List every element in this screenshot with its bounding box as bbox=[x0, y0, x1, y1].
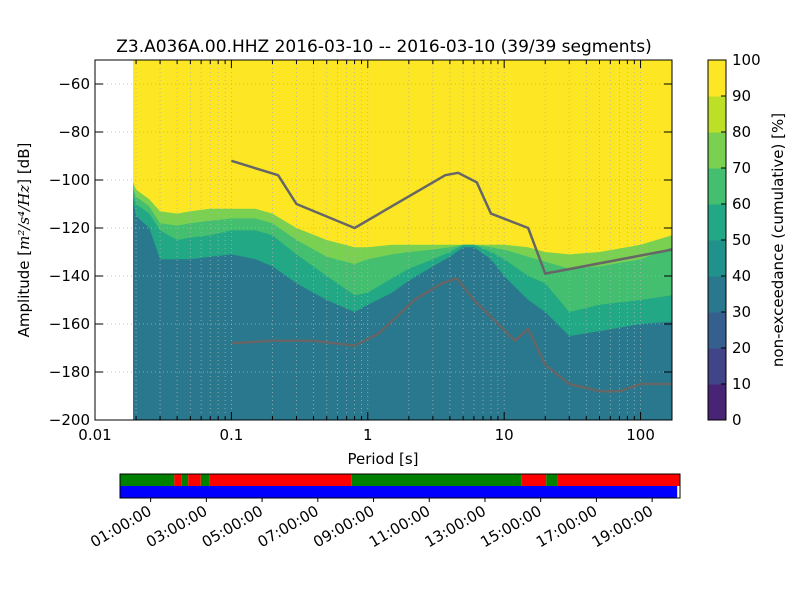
timeline-segment-bad bbox=[521, 474, 547, 486]
colorbar-tick-label: 80 bbox=[732, 123, 751, 141]
y-axis-ticks: −60 −80 −100 −120 −140 −160 −180 −200 bbox=[49, 75, 672, 429]
y-tick-label: −100 bbox=[49, 171, 90, 189]
colorbar-cell bbox=[708, 132, 726, 169]
y-tick-label: −140 bbox=[49, 267, 90, 285]
colorbar-cells bbox=[708, 60, 726, 421]
timeline-segment-bad bbox=[188, 474, 201, 486]
timeline-tick-label: 17:00:00 bbox=[533, 502, 600, 551]
colorbar-cell bbox=[708, 204, 726, 241]
y-axis-label-suffix: ] [dB] bbox=[15, 143, 33, 185]
colorbar-tick-label: 90 bbox=[732, 87, 751, 105]
timeline-tick-label: 15:00:00 bbox=[477, 502, 544, 551]
x-tick-label: 10 bbox=[495, 426, 514, 444]
timeline-segment-good bbox=[351, 474, 522, 486]
timeline-ticks: 01:00:0003:00:0005:00:0007:00:0009:00:00… bbox=[87, 498, 656, 551]
timeline-segment-bad bbox=[174, 474, 182, 486]
colorbar-label: non-exceedance (cumulative) [%] bbox=[769, 113, 787, 367]
timeline-segment-good bbox=[120, 474, 175, 486]
colorbar-ticks: 0 10 20 30 40 50 60 70 80 90 100 bbox=[721, 51, 761, 429]
timeline-frame bbox=[119, 473, 681, 499]
timeline-segment-good bbox=[200, 474, 210, 486]
timeline-tick-label: 19:00:00 bbox=[589, 502, 656, 551]
timeline-tick-label: 01:00:00 bbox=[87, 502, 154, 551]
timeline-tick-label: 03:00:00 bbox=[143, 502, 210, 551]
timeline-segment-good bbox=[181, 474, 189, 486]
timeline-coverage-segment bbox=[120, 486, 678, 498]
timeline-tick-label: 05:00:00 bbox=[199, 502, 266, 551]
colorbar-cell bbox=[708, 60, 726, 97]
y-tick-label: −200 bbox=[49, 411, 90, 429]
plot-area: 0.01 0.1 1 10 100 −60 −80 −100 −120 −140 −160 −180… bbox=[49, 59, 673, 444]
colorbar-tick-label: 30 bbox=[732, 303, 751, 321]
timeline-tick-label: 13:00:00 bbox=[422, 502, 489, 551]
colorbar-tick-label: 40 bbox=[732, 267, 751, 285]
y-tick-label: −120 bbox=[49, 219, 90, 237]
grid-lines bbox=[95, 60, 672, 420]
colorbar-cell bbox=[708, 96, 726, 133]
colorbar-tick-label: 0 bbox=[732, 411, 742, 429]
timeline-segment-bad bbox=[209, 474, 352, 486]
percentile-lines bbox=[231, 159, 672, 393]
colorbar-tick-label: 60 bbox=[732, 195, 751, 213]
series-line-1 bbox=[231, 159, 672, 275]
segment-timeline: 01:00:0003:00:0005:00:0007:00:0009:00:00… bbox=[87, 473, 681, 551]
y-tick-label: −80 bbox=[58, 123, 90, 141]
timeline-quality-bar bbox=[120, 474, 680, 486]
colorbar-cell bbox=[708, 312, 726, 349]
colorbar-cell bbox=[708, 276, 726, 313]
x-tick-label: 100 bbox=[626, 426, 655, 444]
y-tick-label: −180 bbox=[49, 363, 90, 381]
colorbar-tick-label: 10 bbox=[732, 375, 751, 393]
colorbar-tick-label: 70 bbox=[732, 159, 751, 177]
x-axis-label: Period [s] bbox=[347, 450, 418, 468]
series-line-2 bbox=[231, 277, 672, 393]
colorbar-cell bbox=[708, 240, 726, 277]
colorbar-tick-label: 20 bbox=[732, 339, 751, 357]
colorbar-tick-label: 100 bbox=[732, 51, 761, 69]
density-heatmap bbox=[133, 60, 672, 420]
colorbar-cell bbox=[708, 168, 726, 205]
y-tick-label: −60 bbox=[58, 75, 90, 93]
colorbar-tick-label: 50 bbox=[732, 231, 751, 249]
chart-title: Z3.A036A.00.HHZ 2016-03-10 -- 2016-03-10… bbox=[116, 37, 651, 57]
timeline-tick-label: 09:00:00 bbox=[310, 502, 377, 551]
y-axis-label: Amplitude [m²/s⁴/Hz] [dB] bbox=[15, 143, 33, 338]
plot-frame bbox=[94, 59, 673, 421]
colorbar: 0 10 20 30 40 50 60 70 80 90 100 non-exceedance (c… bbox=[707, 51, 787, 429]
timeline-tick-label: 07:00:00 bbox=[254, 502, 321, 551]
y-axis-label-prefix: Amplitude [ bbox=[15, 250, 33, 338]
x-tick-label: 1 bbox=[363, 426, 373, 444]
timeline-segment-good bbox=[546, 474, 558, 486]
x-tick-label: 0.1 bbox=[219, 426, 243, 444]
colorbar-cell bbox=[708, 384, 726, 421]
y-axis-label-units: m²/s⁴/Hz bbox=[15, 185, 33, 250]
x-tick-label: 0.01 bbox=[78, 426, 111, 444]
timeline-segment-bad bbox=[557, 474, 680, 486]
timeline-coverage-bar bbox=[120, 486, 678, 498]
y-tick-label: −160 bbox=[49, 315, 90, 333]
timeline-tick-label: 11:00:00 bbox=[366, 502, 433, 551]
x-axis-ticks: 0.01 0.1 1 10 100 bbox=[78, 60, 655, 444]
colorbar-cell bbox=[708, 348, 726, 385]
